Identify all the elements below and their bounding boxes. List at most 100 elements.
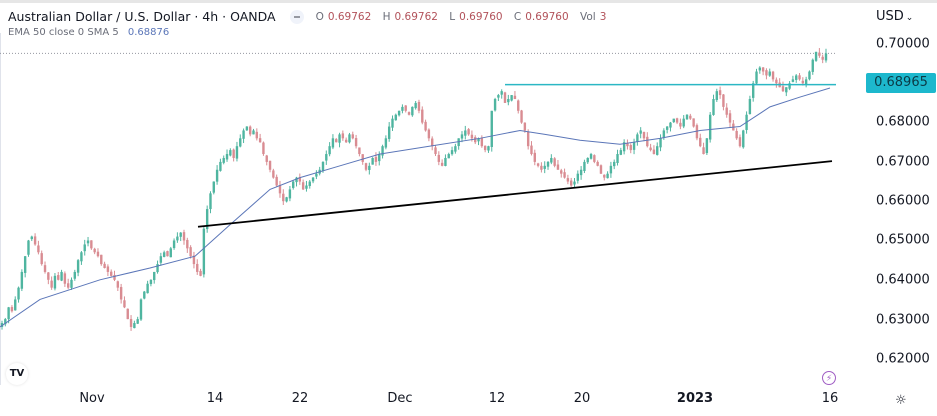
candle-body: [295, 177, 298, 183]
candle-body: [119, 287, 123, 300]
candle-body: [133, 323, 136, 329]
open-value: 0.69762: [327, 10, 372, 23]
lightning-icon[interactable]: ⚡: [822, 371, 836, 385]
price-tick: 0.68000: [876, 114, 930, 130]
candle-body: [311, 177, 315, 182]
candle-body: [205, 209, 209, 230]
candle-body: [421, 109, 424, 123]
candle-body: [755, 71, 758, 84]
candle-body: [100, 254, 103, 265]
candle-body: [593, 155, 596, 162]
candle-body: [371, 157, 374, 165]
settings-gear-icon[interactable]: ☼: [895, 393, 907, 408]
tradingview-logo-icon[interactable]: TV: [6, 363, 28, 385]
candle-body: [775, 79, 778, 84]
candle-body: [17, 287, 20, 300]
candle-body: [93, 248, 96, 253]
candle-body: [675, 118, 679, 123]
candle-body: [110, 271, 113, 276]
current-price-tag: 0.68965: [866, 73, 936, 93]
candle-body: [530, 145, 533, 155]
candle-body: [30, 236, 33, 240]
candle-body: [550, 157, 553, 163]
indicator-legend[interactable]: EMA 50 close 0 SMA 5 0.68876: [8, 27, 169, 38]
candle-body: [758, 67, 762, 71]
candle-body: [738, 137, 742, 147]
price-tick: 0.62000: [876, 351, 930, 367]
candle-body: [715, 91, 718, 101]
candle-body: [53, 275, 57, 289]
candle-body: [500, 91, 503, 95]
time-tick: Dec: [387, 391, 413, 406]
candle-body: [387, 126, 391, 139]
price-tick: 0.67000: [876, 154, 930, 170]
candle-body: [699, 137, 702, 147]
symbol-legend[interactable]: Australian Dollar / U.S. Dollar · 4h · O…: [8, 9, 614, 24]
symbol-title[interactable]: Australian Dollar / U.S. Dollar · 4h · O…: [8, 9, 276, 24]
candle-body: [351, 134, 354, 139]
candle-body: [712, 99, 715, 115]
candle-body: [361, 154, 364, 162]
low-value: 0.69760: [459, 10, 503, 23]
candle-body: [143, 291, 146, 299]
candle-body: [742, 130, 745, 148]
candle-body: [66, 283, 70, 288]
candle-body: [533, 152, 536, 162]
open-label: O: [315, 10, 324, 23]
candle-body: [192, 255, 196, 265]
candle-body: [394, 114, 397, 121]
candle-body: [464, 130, 467, 136]
candle-body: [285, 197, 288, 202]
candle-body: [348, 134, 351, 143]
candle-body: [665, 126, 669, 130]
candle-body: [397, 110, 401, 116]
candle-body: [702, 147, 705, 155]
candle-body: [510, 95, 513, 101]
price-tick: 0.70000: [876, 36, 930, 52]
candle-body: [619, 150, 623, 155]
candle-body: [579, 169, 583, 176]
low-label: L: [449, 10, 456, 23]
candle-body: [417, 101, 421, 111]
candle-body: [43, 265, 47, 272]
candle-body: [321, 161, 325, 172]
currency-selector[interactable]: USD ⌄: [876, 9, 913, 24]
candle-body: [814, 51, 818, 61]
candle-body: [679, 122, 682, 127]
indicator-value: 0.68876: [127, 27, 170, 38]
candle-body: [804, 79, 808, 85]
price-chart-pane[interactable]: [0, 33, 836, 385]
candle-body: [298, 177, 302, 182]
candle-body: [636, 134, 639, 142]
candle-body: [507, 99, 510, 103]
ascending-trendline: [197, 160, 833, 228]
time-tick: 2023: [676, 391, 714, 406]
time-tick: 14: [206, 391, 224, 406]
candle-body: [275, 176, 278, 186]
candle-body: [341, 133, 345, 139]
price-axis[interactable]: USD ⌄ 0.70000 0.68965 0.68000 0.67000 0.6…: [836, 3, 937, 416]
candle-body: [609, 165, 613, 174]
indicator-label[interactable]: EMA 50 close 0 SMA 5: [8, 27, 119, 38]
candle-body: [821, 56, 824, 60]
left-border: [0, 33, 1, 385]
candle-body: [424, 121, 427, 131]
candle-body: [252, 130, 255, 135]
candle-body: [305, 185, 308, 189]
candle-body: [331, 138, 335, 148]
candle-body: [404, 105, 407, 111]
minimize-legend-icon[interactable]: [289, 9, 304, 24]
candle-body: [771, 71, 775, 80]
candle-body: [566, 178, 570, 182]
candle-body: [808, 71, 811, 80]
candle-body: [434, 147, 437, 155]
candle-body: [735, 130, 738, 139]
candle-body: [159, 256, 163, 263]
candle-body: [765, 70, 768, 76]
candle-body: [692, 118, 695, 127]
candle-body: [583, 161, 586, 171]
candle-body: [728, 113, 732, 123]
candle-body: [523, 122, 527, 131]
candle-body: [368, 165, 371, 170]
candle-body: [576, 173, 580, 181]
